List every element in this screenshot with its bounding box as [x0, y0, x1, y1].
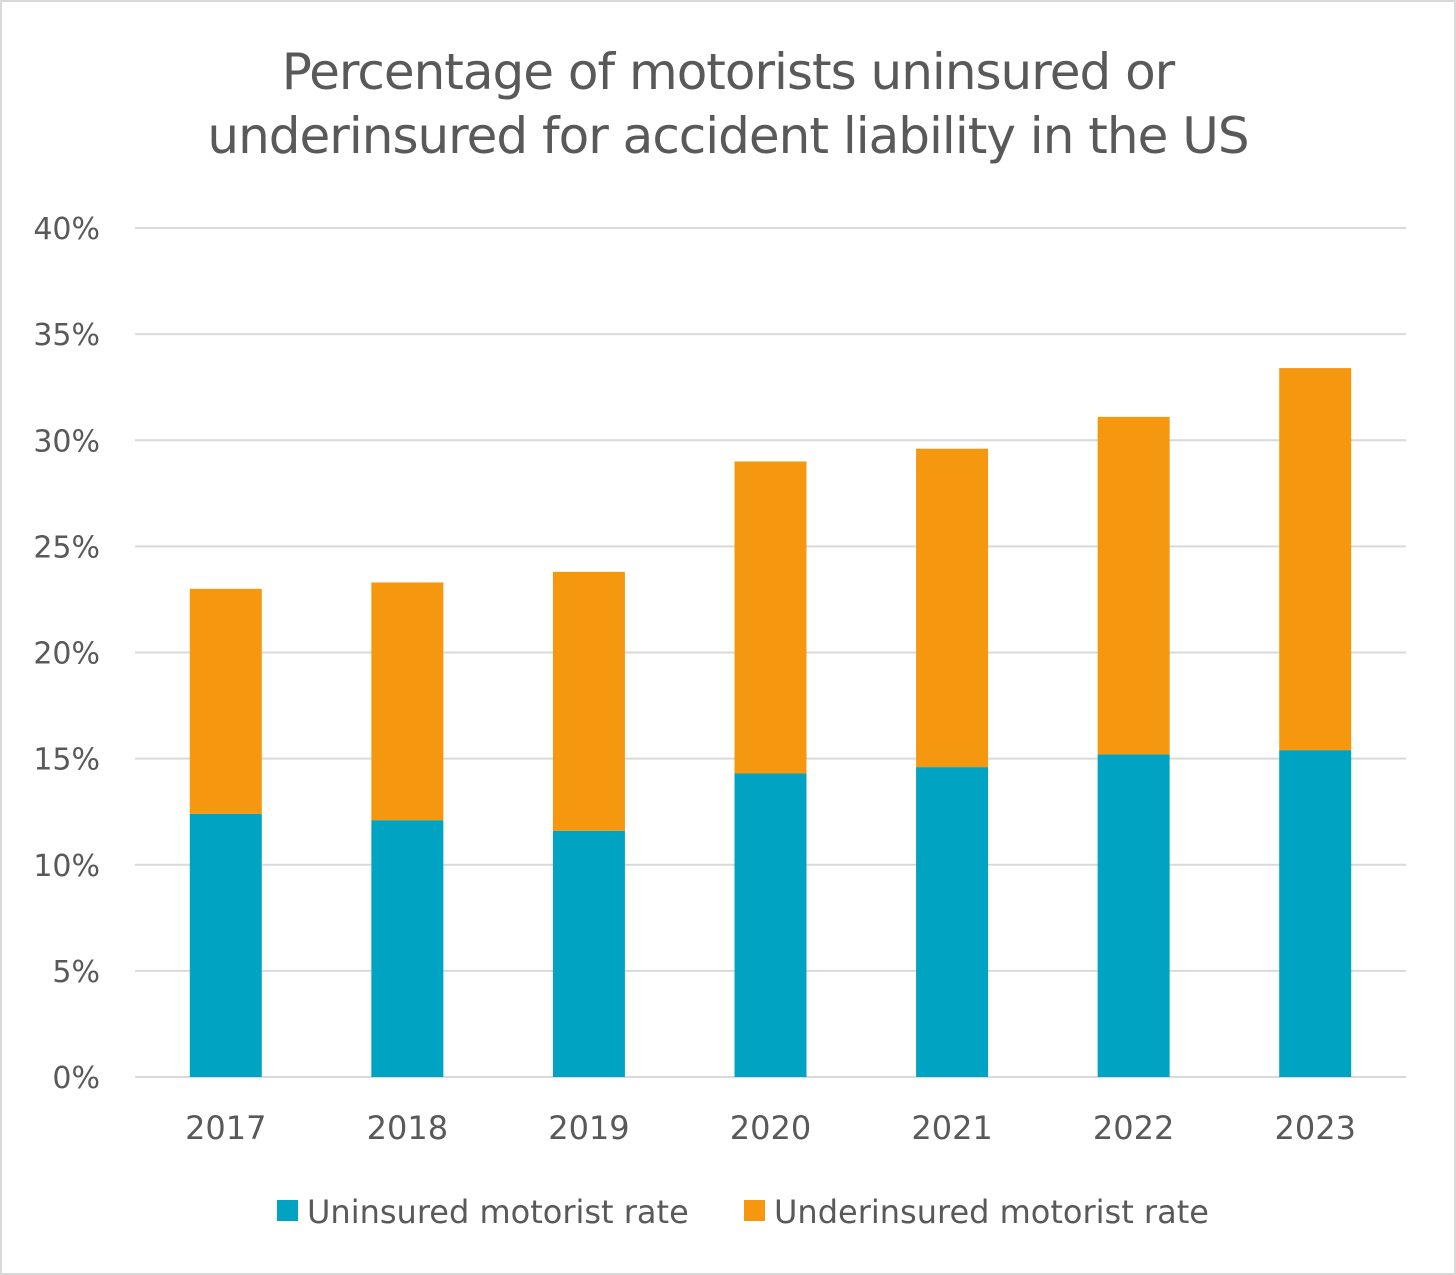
x-tick-label: 2022: [1093, 1109, 1174, 1147]
bar-uninsured: [552, 830, 625, 1077]
y-tick-label: 15%: [33, 743, 100, 778]
x-tick-label: 2021: [911, 1109, 992, 1147]
x-tick-label: 2017: [185, 1109, 266, 1147]
legend-label: Underinsured motorist rate: [774, 1193, 1209, 1231]
bar-uninsured: [371, 820, 444, 1077]
y-tick-label: 30%: [33, 424, 100, 459]
bar-uninsured: [189, 813, 262, 1077]
y-tick-label: 20%: [33, 637, 100, 672]
bar-uninsured: [1279, 750, 1352, 1077]
x-tick-label: 2023: [1274, 1109, 1355, 1147]
bar-underinsured: [552, 571, 625, 831]
x-tick-label: 2018: [367, 1109, 448, 1147]
y-tick-label: 10%: [33, 849, 100, 884]
bar-uninsured: [1097, 754, 1170, 1077]
chart-title-line-2: underinsured for accident liability in t…: [207, 107, 1249, 165]
legend-label: Uninsured motorist rate: [307, 1193, 689, 1231]
y-tick-label: 5%: [52, 955, 100, 990]
x-tick-label: 2019: [548, 1109, 629, 1147]
bar-underinsured: [1097, 416, 1170, 755]
bar-underinsured: [189, 588, 262, 814]
legend-swatch: [277, 1200, 298, 1221]
bar-underinsured: [371, 582, 444, 821]
bar-underinsured: [1279, 368, 1352, 751]
chart-title-line-1: Percentage of motorists uninsured or: [281, 43, 1176, 101]
legend-swatch: [744, 1200, 765, 1221]
bar-uninsured: [916, 767, 989, 1077]
bar-underinsured: [916, 448, 989, 768]
bar-underinsured: [734, 461, 807, 774]
y-tick-label: 35%: [33, 318, 100, 353]
bar-uninsured: [734, 773, 807, 1077]
y-tick-label: 0%: [52, 1061, 100, 1096]
y-tick-label: 25%: [33, 530, 100, 565]
y-tick-label: 40%: [33, 212, 100, 247]
x-tick-label: 2020: [730, 1109, 811, 1147]
chart-title: Percentage of motorists uninsured or und…: [0, 40, 1456, 168]
